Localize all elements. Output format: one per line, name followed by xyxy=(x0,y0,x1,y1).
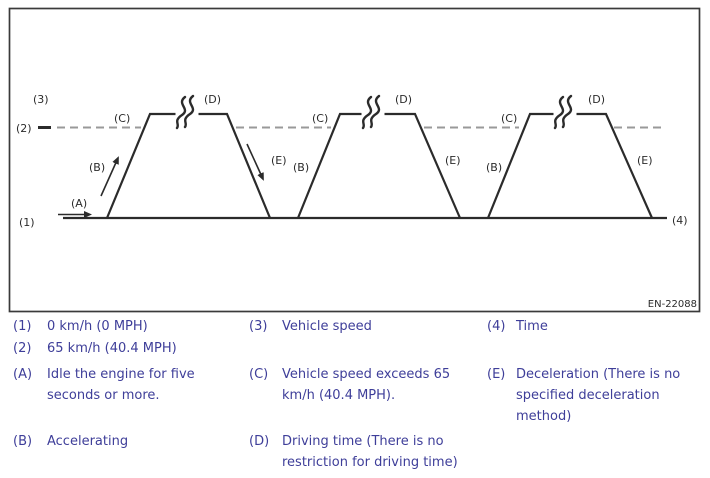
label-deceleration-3: (E) xyxy=(637,154,653,167)
label-time-axis: (4) xyxy=(672,214,688,227)
legend-key: (1) xyxy=(13,319,32,334)
speed-cycle-1 xyxy=(105,112,272,219)
accelerate-arrow xyxy=(100,156,119,197)
axis-break-icon xyxy=(175,94,195,130)
legend-key: (B) xyxy=(13,434,33,449)
axis-break-icon xyxy=(361,94,381,130)
label-accelerating-3: (B) xyxy=(486,161,502,174)
label-exceeds-1: (C) xyxy=(114,112,130,125)
speed-cycle-diagram: (3) (2) (1) (4) (A) (B) (B) (B) (C) (C) … xyxy=(8,7,701,313)
legend-text: 0 km/h (0 MPH) xyxy=(47,319,148,334)
label-zero-speed: (1) xyxy=(19,216,35,229)
legend-key: (3) xyxy=(249,319,268,334)
axis-break-icon xyxy=(553,94,573,130)
label-deceleration-1: (E) xyxy=(271,154,287,167)
legend-text: Vehicle speed xyxy=(282,319,372,334)
label-exceeds-2: (C) xyxy=(312,112,328,125)
label-driving-time-2: (D) xyxy=(395,93,412,106)
label-deceleration-2: (E) xyxy=(445,154,461,167)
legend-text: Idle the engine for five seconds or more… xyxy=(47,367,195,403)
label-accelerating-2: (B) xyxy=(293,161,309,174)
legend-item-4: (4) Time xyxy=(487,316,548,337)
legend-item-b: (B) Accelerating xyxy=(13,431,128,452)
figure-code: EN-22088 xyxy=(648,299,697,310)
legend-text: Vehicle speed exceeds 65 km/h (40.4 MPH)… xyxy=(282,367,451,403)
legend-text: 65 km/h (40.4 MPH) xyxy=(47,341,177,356)
legend-text: Deceleration (There is no specified dece… xyxy=(516,367,681,424)
speed-cycle-3 xyxy=(486,112,654,219)
label-accelerating-1: (B) xyxy=(89,161,105,174)
label-exceeds-3: (C) xyxy=(501,112,517,125)
decelerate-arrow xyxy=(246,143,264,181)
legend-item-e: (E) Deceleration (There is no specified … xyxy=(487,364,680,427)
legend-key: (2) xyxy=(13,341,32,356)
legend-item-c: (C) Vehicle speed exceeds 65 km/h (40.4 … xyxy=(249,364,450,406)
legend-text: Time xyxy=(516,319,548,334)
legend-item-3: (3) Vehicle speed xyxy=(249,316,372,337)
speed-cycle-2 xyxy=(296,112,462,219)
legend-item-a: (A) Idle the engine for five seconds or … xyxy=(13,364,195,406)
legend-text: Driving time (There is no restriction fo… xyxy=(282,434,458,470)
label-vehicle-speed-axis: (3) xyxy=(33,93,49,106)
legend-item-d: (D) Driving time (There is no restrictio… xyxy=(249,431,458,473)
legend-item-2: (2) 65 km/h (40.4 MPH) xyxy=(13,338,177,359)
diagram-frame xyxy=(8,7,701,313)
label-driving-time-1: (D) xyxy=(204,93,221,106)
legend-key: (E) xyxy=(487,367,506,382)
legend-item-1: (1) 0 km/h (0 MPH) xyxy=(13,316,148,337)
legend-key: (A) xyxy=(13,367,33,382)
label-idle: (A) xyxy=(71,197,87,210)
label-driving-time-3: (D) xyxy=(588,93,605,106)
legend-key: (4) xyxy=(487,319,506,334)
legend-key: (D) xyxy=(249,434,270,449)
legend-text: Accelerating xyxy=(47,434,129,449)
legend-key: (C) xyxy=(249,367,269,382)
label-threshold-65: (2) xyxy=(16,122,32,135)
